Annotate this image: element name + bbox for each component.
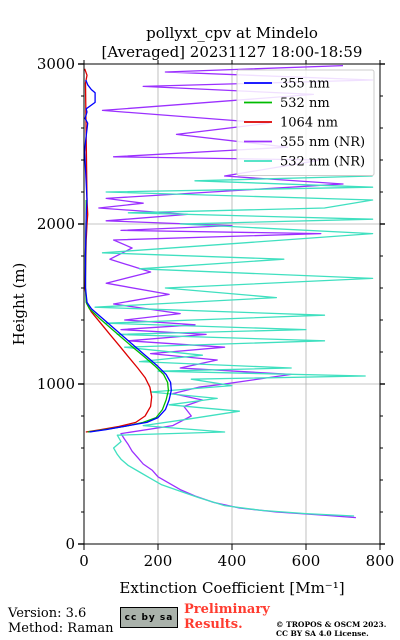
method-text: Method: Raman	[8, 621, 114, 636]
series-line-355-nm	[84, 79, 172, 433]
legend-frame	[236, 69, 375, 176]
x-tick-label: 0	[79, 552, 89, 570]
y-tick-label: 1000	[37, 375, 75, 393]
chart-title-line1: pollyxt_cpv at Mindelo	[146, 24, 318, 42]
copyright-note: © TROPOS & OSCM 2023. CC BY SA 4.0 Licen…	[276, 620, 386, 638]
chart-title-line2: [Averaged] 20231127 18:00-18:59	[102, 43, 363, 61]
y-tick-label: 2000	[37, 215, 75, 233]
preliminary-line2: Results.	[184, 617, 243, 632]
series-line-532-nm-nr-	[94, 175, 374, 517]
axis-ticks: 0 200 400 600 800 0 1000 2000 3000	[37, 55, 395, 570]
preliminary-note: Preliminary Results.	[184, 602, 270, 632]
x-tick-label: 200	[144, 552, 173, 570]
x-tick-label: 800	[366, 552, 395, 570]
y-tick-label: 3000	[37, 55, 75, 73]
x-axis-label: Extinction Coefficient [Mm⁻¹]	[119, 579, 344, 597]
y-tick-label: 0	[65, 535, 75, 553]
footer-version-block: Version: 3.6 Method: Raman	[8, 606, 114, 636]
legend-label: 355 nm	[280, 77, 330, 92]
copyright-line1: © TROPOS & OSCM 2023.	[276, 620, 387, 629]
legend-label: 1064 nm	[280, 116, 338, 131]
series-line-1064-nm	[84, 68, 153, 433]
x-axis-label-text: Extinction Coefficient [Mm⁻¹]	[119, 579, 344, 597]
y-axis-label: Height (m)	[10, 263, 28, 346]
cc-license-badge: cc by sa	[120, 607, 178, 628]
legend: 355 nm 532 nm 1064 nm 355 nm (NR) 532 nm (NR…	[236, 69, 375, 176]
legend-label: 532 nm	[280, 96, 330, 111]
x-tick-label: 400	[218, 552, 247, 570]
version-text: Version: 3.6	[8, 606, 87, 621]
preliminary-line1: Preliminary	[184, 602, 270, 617]
x-tick-label: 600	[292, 552, 321, 570]
lidar-extinction-chart: pollyxt_cpv at Mindelo [Averaged] 202311…	[10, 24, 395, 597]
cc-badge-text: cc by sa	[124, 612, 174, 623]
copyright-line2: CC BY SA 4.0 License.	[276, 629, 369, 638]
legend-label: 532 nm (NR)	[280, 155, 365, 170]
legend-label: 355 nm (NR)	[280, 135, 365, 150]
